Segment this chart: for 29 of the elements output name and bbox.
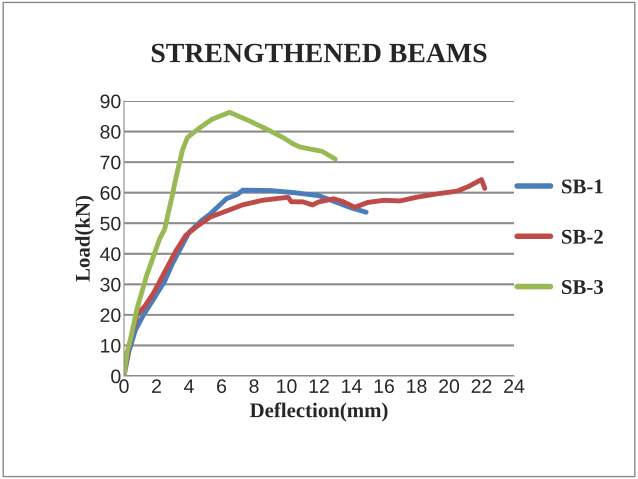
y-tick-label: 40 xyxy=(100,247,120,262)
x-tick-label: 2 xyxy=(152,379,161,393)
legend-label: SB-2 xyxy=(562,230,603,244)
y-tick-label: 90 xyxy=(100,94,120,108)
legend-label: SB-3 xyxy=(562,280,604,294)
line-series xyxy=(124,110,338,376)
x-tick-label: 24 xyxy=(504,379,524,393)
y-tick-label: 0 xyxy=(111,369,120,384)
legend-label: SB-1 xyxy=(562,180,603,194)
y-tick-label: 20 xyxy=(100,308,120,322)
x-tick-label: 14 xyxy=(342,379,362,393)
x-tick-label: 16 xyxy=(374,379,394,394)
x-tick-label: 4 xyxy=(184,379,194,393)
x-tick-label: 12 xyxy=(310,379,329,393)
y-tick-label: 60 xyxy=(100,186,120,200)
y-tick-label: 70 xyxy=(100,156,120,170)
x-tick-label: 6 xyxy=(217,379,226,394)
x-axis-title: Deflection(mm) xyxy=(250,402,388,422)
y-tick-label: 30 xyxy=(100,278,120,292)
chart-title: STRENGTHENED BEAMS xyxy=(152,44,486,62)
y-tick-label: 10 xyxy=(101,338,120,353)
x-tick-label: 20 xyxy=(439,379,460,394)
y-axis-title: Load(kN) xyxy=(75,196,94,282)
x-tick-label: 22 xyxy=(472,379,492,393)
x-tick-label: 8 xyxy=(249,379,259,394)
y-tick-label: 50 xyxy=(100,216,120,230)
x-tick-label: 18 xyxy=(407,379,426,394)
x-tick-label: 10 xyxy=(277,379,297,394)
y-tick-label: 80 xyxy=(100,125,120,139)
